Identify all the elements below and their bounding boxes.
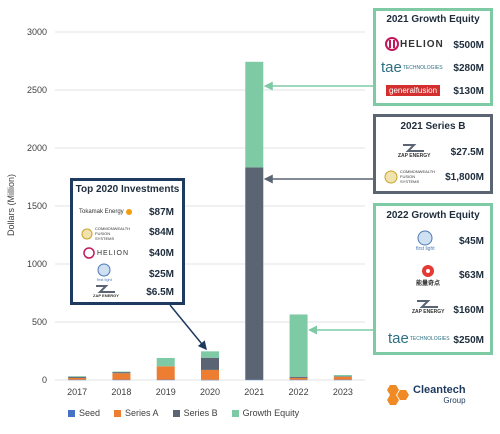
x-tick-label: 2021: [244, 387, 264, 397]
legend: Seed Series A Series B Growth Equity: [68, 408, 299, 418]
amount: $63M: [458, 270, 484, 281]
brand-sub: Group: [443, 396, 466, 405]
x-tick-label: 2020: [200, 387, 220, 397]
first-light-logo: first light: [97, 263, 112, 282]
zap-energy-logo: ZAP ENERGY: [93, 285, 119, 298]
cfs-logo: COMMONWEALTH FUSION SYSTEMS: [384, 169, 435, 184]
x-tick-label: 2019: [156, 387, 176, 397]
bar-segment: [245, 379, 264, 381]
y-axis-label: Dollars (Million): [6, 174, 16, 236]
helion-logo: HELION: [83, 247, 129, 259]
seriesb-2021-box: 2021 Series B ZAP ENERGY $27.5M COMMONWE…: [373, 114, 493, 194]
legend-swatch: [68, 409, 75, 417]
bar-segment: [289, 379, 308, 381]
legend-item-series-a: Series A: [114, 408, 159, 418]
bar-segment: [68, 377, 87, 380]
bar-segment: [112, 373, 131, 380]
bar-segment: [201, 351, 219, 358]
x-tick-labels: 2017 2018 2019 2020 2021 2022 2023: [67, 387, 353, 397]
y-tick-labels: 0 500 1000 1500 2000 2500 3000: [27, 27, 47, 385]
legend-swatch: [172, 409, 180, 417]
legend-item-growth-equity: Growth Equity: [231, 408, 299, 418]
x-tick-label: 2023: [333, 387, 353, 397]
y-tick-label: 1000: [27, 259, 47, 269]
bar-segment: [333, 375, 352, 377]
amount: $45M: [458, 236, 484, 247]
bar-segment: [201, 369, 219, 380]
bar-segment: [112, 372, 131, 374]
amount: $40M: [148, 248, 174, 259]
amount: $1,800M: [445, 172, 484, 183]
generalfusion-logo: generalfusion: [386, 85, 441, 96]
x-tick-label: 2022: [289, 387, 309, 397]
bar-segment: [112, 379, 131, 381]
y-tick-label: 2500: [27, 85, 47, 95]
bar-segment: [68, 376, 87, 377]
bar-segment: [245, 61, 264, 168]
annotation-arrows: [169, 81, 373, 351]
growth-2021-box: 2021 Growth Equity HELION $500M tae TECH…: [373, 8, 493, 106]
amount: $160M: [453, 305, 484, 316]
amount: $500M: [453, 40, 484, 51]
legend-swatch: [114, 409, 122, 417]
tae-logo: tae TECHNOLOGIES: [381, 59, 443, 76]
amount: $6.5M: [146, 287, 174, 298]
amount: $130M: [453, 86, 484, 97]
bar-segment: [68, 379, 87, 381]
bar-segment: [333, 376, 352, 377]
helion-logo: HELION: [384, 37, 444, 51]
bar-segment: [333, 376, 352, 380]
bar-segment: [333, 379, 352, 381]
bar-segment: [156, 379, 175, 381]
legend-item-series-b: Series B: [172, 408, 218, 418]
bar-segment: [289, 314, 308, 377]
annotation-arrow: [169, 304, 207, 351]
cleantech-logo: Cleantech Group: [383, 384, 466, 406]
bar-segment: [201, 357, 219, 370]
bar-segment: [112, 371, 131, 373]
box-title: 2021 Series B: [400, 121, 466, 132]
bar-segment: [156, 366, 175, 380]
tokamak-logo: Tokamak Energy: [79, 207, 134, 217]
bar-segment: [201, 379, 219, 381]
zap-energy-logo: ZAP ENERGY: [412, 299, 444, 315]
amount: $250M: [453, 335, 484, 346]
legend-item-seed: Seed: [68, 408, 100, 418]
amount: $280M: [453, 63, 484, 74]
tae-logo: tae TECHNOLOGIES: [388, 330, 450, 347]
y-tick-label: 500: [32, 317, 47, 327]
amount: $87M: [148, 207, 174, 218]
y-tick-label: 3000: [27, 27, 47, 37]
x-tick-label: 2018: [111, 387, 131, 397]
amount: $25M: [148, 269, 174, 280]
legend-swatch: [231, 409, 239, 417]
y-tick-label: 2000: [27, 143, 47, 153]
y-tick-label: 1500: [27, 201, 47, 211]
bar-segment: [289, 377, 308, 380]
hexagon-icon: [387, 385, 409, 405]
box-title: Top 2020 Investments: [75, 184, 180, 195]
first-light-logo: first light: [416, 230, 435, 252]
growth-2022-box: 2022 Growth Equity first light $45M 能量奇点…: [373, 203, 493, 355]
x-tick-label: 2017: [67, 387, 87, 397]
amount: $84M: [148, 227, 174, 238]
zap-energy-logo: ZAP ENERGY: [398, 143, 430, 159]
bar-segment: [245, 167, 264, 380]
amount: $27.5M: [450, 147, 484, 158]
y-tick-label: 0: [42, 375, 47, 385]
bar-segment: [156, 357, 175, 367]
box-title: 2022 Growth Equity: [386, 210, 480, 221]
brand-name: Cleantech: [413, 384, 466, 396]
top-2020-box: Top 2020 Investments Tokamak Energy $87M…: [70, 178, 185, 305]
bars: [68, 61, 352, 381]
energy-singularity-logo: 能量奇点: [416, 264, 440, 287]
box-title: 2021 Growth Equity: [386, 14, 480, 25]
bar-segment: [289, 376, 308, 378]
bar-segment: [68, 376, 87, 378]
cfs-logo: COMMONWEALTH FUSION SYSTEMS: [81, 226, 130, 241]
